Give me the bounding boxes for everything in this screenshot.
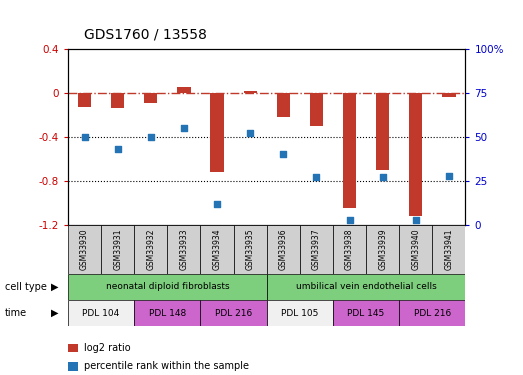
Bar xyxy=(101,225,134,274)
Point xyxy=(379,174,387,180)
Bar xyxy=(442,93,456,97)
Point xyxy=(81,134,89,140)
Bar xyxy=(343,93,356,208)
Point xyxy=(213,201,221,207)
Bar xyxy=(134,300,200,326)
Text: GSM33935: GSM33935 xyxy=(246,228,255,270)
Text: umbilical vein endothelial cells: umbilical vein endothelial cells xyxy=(295,282,437,291)
Text: PDL 148: PDL 148 xyxy=(149,309,186,318)
Text: GSM33940: GSM33940 xyxy=(411,228,420,270)
Text: log2 ratio: log2 ratio xyxy=(84,343,130,352)
Point xyxy=(246,130,254,136)
Point xyxy=(312,174,321,180)
Bar xyxy=(144,93,157,103)
Text: GSM33931: GSM33931 xyxy=(113,229,122,270)
Text: PDL 145: PDL 145 xyxy=(347,309,385,318)
Bar xyxy=(234,225,267,274)
Bar xyxy=(200,300,267,326)
Bar xyxy=(134,225,167,274)
Point xyxy=(445,172,453,178)
Bar xyxy=(333,225,366,274)
Bar xyxy=(433,225,465,274)
Point xyxy=(180,125,188,131)
Bar xyxy=(409,93,423,216)
Bar xyxy=(244,91,257,93)
Bar xyxy=(366,225,399,274)
Bar xyxy=(68,225,101,274)
Text: GSM33936: GSM33936 xyxy=(279,228,288,270)
Point xyxy=(113,146,122,152)
Bar xyxy=(399,300,465,326)
Bar xyxy=(111,93,124,108)
Bar xyxy=(333,300,399,326)
Bar xyxy=(167,225,200,274)
Point xyxy=(146,134,155,140)
Bar xyxy=(210,93,224,172)
Text: PDL 216: PDL 216 xyxy=(414,309,451,318)
Text: GSM33933: GSM33933 xyxy=(179,228,188,270)
Bar xyxy=(267,274,465,300)
Point xyxy=(412,217,420,223)
Point xyxy=(279,152,288,157)
Text: GSM33934: GSM33934 xyxy=(212,228,222,270)
Text: GDS1760 / 13558: GDS1760 / 13558 xyxy=(84,27,207,41)
Text: ▶: ▶ xyxy=(51,308,59,318)
Bar xyxy=(310,93,323,126)
Text: GSM33938: GSM33938 xyxy=(345,229,354,270)
Text: GSM33941: GSM33941 xyxy=(445,229,453,270)
Text: GSM33939: GSM33939 xyxy=(378,228,387,270)
Bar xyxy=(277,93,290,117)
Point xyxy=(345,217,354,223)
Bar xyxy=(200,225,234,274)
Text: PDL 105: PDL 105 xyxy=(281,309,319,318)
Text: GSM33930: GSM33930 xyxy=(80,228,89,270)
Bar xyxy=(68,274,267,300)
Text: time: time xyxy=(5,308,27,318)
Bar xyxy=(399,225,433,274)
Bar xyxy=(267,300,333,326)
Bar xyxy=(267,225,300,274)
Bar xyxy=(300,225,333,274)
Bar xyxy=(68,300,134,326)
Text: ▶: ▶ xyxy=(51,282,59,292)
Text: neonatal diploid fibroblasts: neonatal diploid fibroblasts xyxy=(106,282,229,291)
Text: percentile rank within the sample: percentile rank within the sample xyxy=(84,362,248,371)
Bar xyxy=(376,93,389,170)
Text: PDL 216: PDL 216 xyxy=(215,309,252,318)
Text: cell type: cell type xyxy=(5,282,47,292)
Text: PDL 104: PDL 104 xyxy=(83,309,120,318)
Text: GSM33932: GSM33932 xyxy=(146,229,155,270)
Bar xyxy=(177,87,190,93)
Bar xyxy=(78,93,91,107)
Text: GSM33937: GSM33937 xyxy=(312,228,321,270)
